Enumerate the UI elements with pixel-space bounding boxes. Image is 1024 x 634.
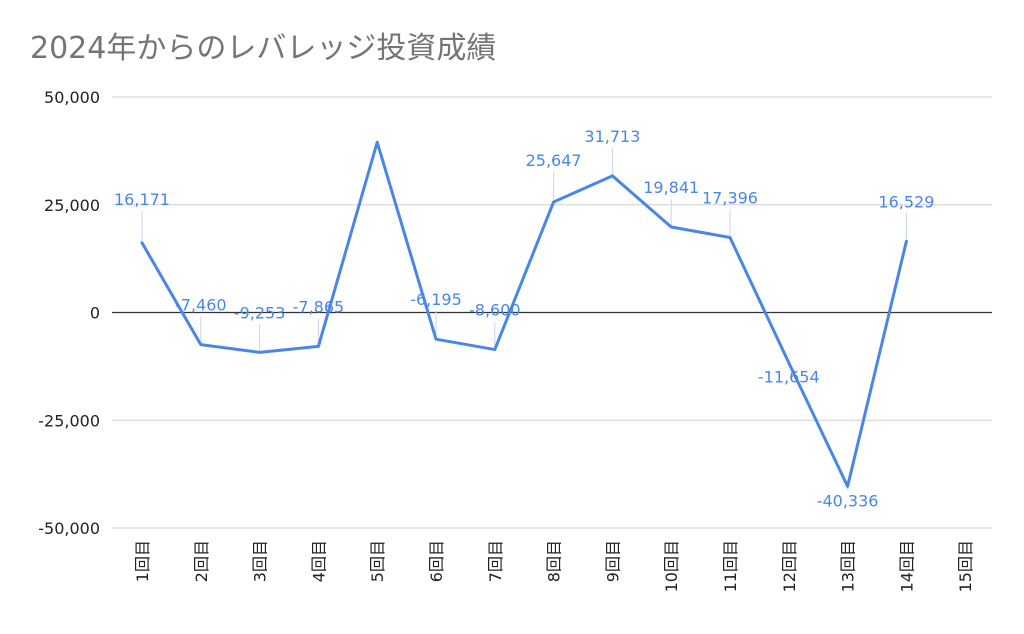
x-tick-label: 9回目 [603,540,622,582]
y-tick-label: 0 [90,304,100,323]
x-tick-label: 12回目 [780,540,799,592]
x-tick-label: 2回目 [192,540,211,582]
y-tick-label: 25,000 [44,196,100,215]
y-tick-label: -50,000 [38,519,100,538]
label-leaders [141,147,907,491]
x-tick-label: 5回目 [368,540,387,582]
x-tick-label: 10回目 [662,540,681,592]
chart-title: 2024年からのレバレッジ投資成績 [30,31,496,66]
data-label: 25,647 [526,151,582,170]
series-line [140,140,908,488]
x-tick-label: 14回目 [897,540,916,592]
grid-layer [112,96,992,529]
data-label: -7,865 [293,297,345,316]
data-label: 16,529 [878,192,934,211]
data-label: -9,253 [234,303,286,322]
x-tick-label: 4回目 [309,540,328,582]
data-label: -40,336 [817,491,879,510]
data-label: 16,171 [114,190,170,209]
y-tick-label: 50,000 [44,88,100,107]
data-label: -11,654 [758,368,820,387]
x-tick-label: 11回目 [721,540,740,592]
data-label: 31,713 [584,127,640,146]
data-label: 17,396 [702,189,758,208]
x-tick-label: 3回目 [251,540,270,582]
data-labels: 16,171 -7,460 -9,253 -7,865 -6,195 -8,600 25,6… [114,127,934,511]
series-layer [140,140,908,488]
data-label: -6,195 [410,290,462,309]
x-tick-label: 6回目 [427,540,446,582]
x-tick-label: 8回目 [545,540,564,582]
data-label: -7,460 [175,296,227,315]
x-tick-label: 1回目 [133,540,152,582]
data-label: -8,600 [469,301,521,320]
x-tick-label: 15回目 [956,540,975,592]
y-tick-label: -25,000 [38,411,100,430]
x-axis-ticks: 1回目 2回目 3回目 4回目 5回目 6回目 7回目 8回目 9回目 10回目 11回目 12回目 1… [133,540,975,592]
y-axis-ticks: 50,000 25,000 0 -25,000 -50,000 [38,88,100,538]
data-label: 19,841 [643,178,699,197]
x-tick-label: 7回目 [486,540,505,582]
x-tick-label: 13回目 [839,540,858,592]
